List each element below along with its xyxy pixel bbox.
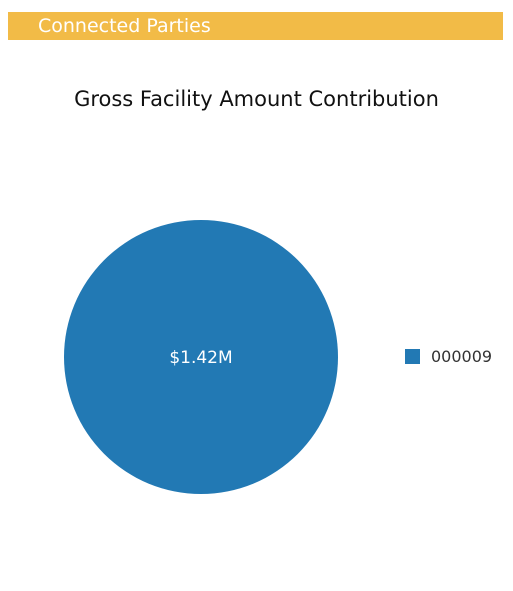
section-header: Connected Parties <box>8 12 503 40</box>
pie-slice-000009[interactable] <box>64 220 338 494</box>
pie-slice-labels: $1.42M <box>169 348 232 368</box>
chart-title: Gross Facility Amount Contribution <box>74 87 439 111</box>
chart-legend[interactable]: 000009 <box>405 347 492 366</box>
legend-swatch[interactable] <box>405 349 420 364</box>
pie-slice-label: $1.42M <box>169 348 232 368</box>
pie-slices <box>64 220 338 494</box>
section-header-title: Connected Parties <box>38 15 211 37</box>
legend-label[interactable]: 000009 <box>431 347 492 366</box>
